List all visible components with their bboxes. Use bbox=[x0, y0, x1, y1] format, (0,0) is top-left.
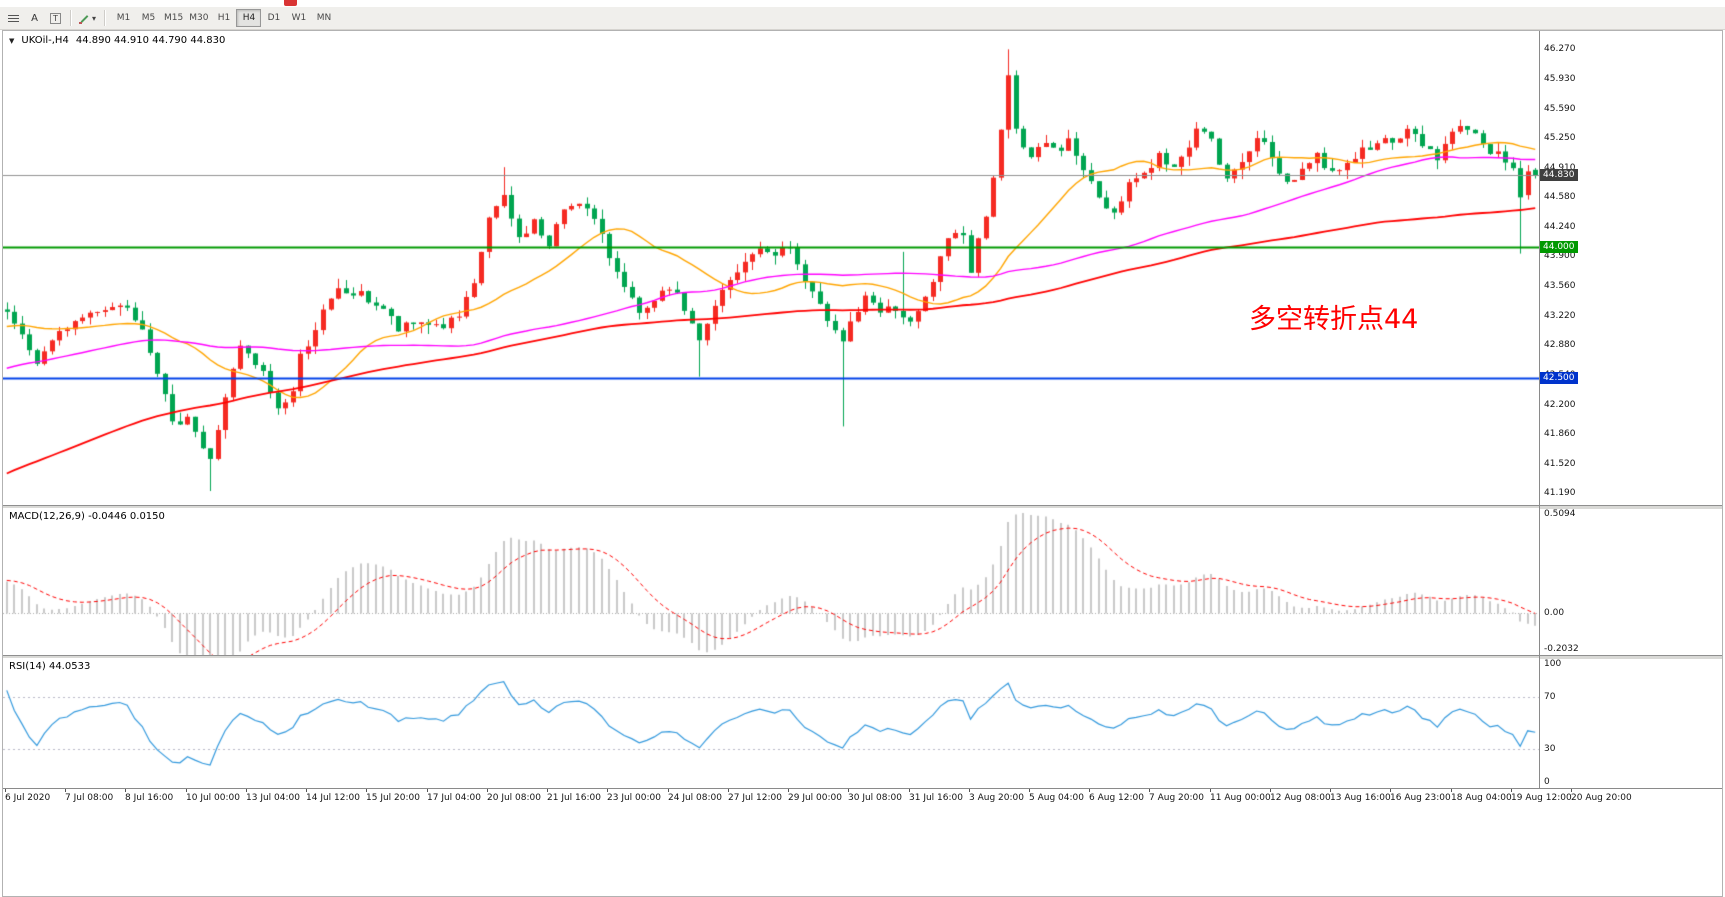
titlebar-strip bbox=[0, 0, 1725, 7]
macd-axis-label: 0.00 bbox=[1544, 608, 1565, 618]
chart-list-button[interactable] bbox=[3, 9, 24, 28]
price-axis-border bbox=[1539, 31, 1540, 789]
price-axis-label: 41.190 bbox=[1544, 488, 1576, 498]
toolbar: A T ▾ M1 M5 M15 M30 H1 H4 D1 W1 MN bbox=[0, 7, 1725, 30]
rsi-axis-label: 30 bbox=[1544, 744, 1556, 754]
price-axis-label: 43.900 bbox=[1544, 251, 1576, 261]
price-axis-label: 41.860 bbox=[1544, 429, 1576, 439]
toolbar-separator bbox=[70, 10, 71, 26]
timeframe-button-mn[interactable]: MN bbox=[311, 9, 336, 27]
drawing-tool-dropdown[interactable]: ▾ bbox=[75, 9, 100, 28]
timeframe-button-m1[interactable]: M1 bbox=[111, 9, 136, 27]
chevron-down-icon: ▾ bbox=[92, 13, 97, 23]
chart-annotation-text[interactable]: 多空转折点44 bbox=[1249, 304, 1419, 335]
panel-splitter[interactable] bbox=[3, 505, 1722, 509]
panel-splitter[interactable] bbox=[3, 655, 1722, 659]
bid-price-badge: 44.830 bbox=[1540, 169, 1578, 181]
rsi-canvas[interactable] bbox=[3, 658, 1539, 788]
macd-panel: MACD(12,26,9) -0.0446 0.0150 bbox=[3, 508, 1539, 655]
macd-axis-label: -0.2032 bbox=[1544, 644, 1579, 654]
timeframe-button-d1[interactable]: D1 bbox=[261, 9, 286, 27]
macd-canvas[interactable] bbox=[3, 508, 1539, 655]
price-axis-label: 46.270 bbox=[1544, 44, 1576, 54]
macd-label: MACD(12,26,9) -0.0446 0.0150 bbox=[9, 511, 165, 522]
chart-title: ▼ UKOil-,H4 44.890 44.910 44.790 44.830 bbox=[9, 35, 225, 46]
ohlc-readout: 44.890 44.910 44.790 44.830 bbox=[75, 35, 226, 46]
timeframe-button-m30[interactable]: M30 bbox=[186, 9, 211, 27]
timeframe-button-h4[interactable]: H4 bbox=[236, 9, 262, 27]
rsi-panel: RSI(14) 44.0533 bbox=[3, 658, 1539, 788]
text-label-button[interactable]: A bbox=[24, 9, 45, 28]
price-chart-canvas[interactable] bbox=[3, 31, 1539, 505]
chart-window: ▼ UKOil-,H4 44.890 44.910 44.790 44.830 … bbox=[2, 30, 1723, 897]
price-axis-label: 45.930 bbox=[1544, 74, 1576, 84]
price-axis-label: 42.540 bbox=[1544, 370, 1576, 380]
text-box-button[interactable]: T bbox=[45, 9, 66, 28]
text-label-glyph: A bbox=[31, 12, 38, 24]
timeframe-button-m5[interactable]: M5 bbox=[136, 9, 161, 27]
price-axis-label: 45.250 bbox=[1544, 133, 1576, 143]
price-axis-label: 44.240 bbox=[1544, 222, 1576, 232]
timeframe-button-w1[interactable]: W1 bbox=[286, 9, 311, 27]
price-axis-label: 45.590 bbox=[1544, 104, 1576, 114]
timeframe-button-h1[interactable]: H1 bbox=[211, 9, 236, 27]
rsi-axis-label: 100 bbox=[1544, 659, 1562, 669]
macd-axis-label: 0.5094 bbox=[1544, 509, 1576, 519]
price-axis-label: 42.200 bbox=[1544, 400, 1576, 410]
one-click-trading-arrow[interactable]: ▼ bbox=[9, 36, 15, 45]
price-axis-label: 43.560 bbox=[1544, 281, 1576, 291]
toolbar-separator bbox=[104, 10, 106, 26]
main-chart-panel: ▼ UKOil-,H4 44.890 44.910 44.790 44.830 … bbox=[3, 31, 1539, 505]
timeframe-button-m15[interactable]: M15 bbox=[161, 9, 186, 27]
price-axis-label: 42.880 bbox=[1544, 340, 1576, 350]
rsi-label: RSI(14) 44.0533 bbox=[9, 661, 91, 672]
pencil-icon bbox=[79, 13, 90, 24]
price-axis-label: 41.520 bbox=[1544, 459, 1576, 469]
chart-list-icon bbox=[8, 13, 19, 24]
text-box-glyph: T bbox=[50, 12, 61, 24]
price-axis-label: 44.580 bbox=[1544, 192, 1576, 202]
partial-toolbar-icon bbox=[284, 0, 297, 6]
timeframe-group: M1 M5 M15 M30 H1 H4 D1 W1 MN bbox=[111, 9, 336, 27]
price-axis-label: 43.220 bbox=[1544, 311, 1576, 321]
time-axis[interactable] bbox=[3, 788, 1722, 811]
symbol-timeframe-label: UKOil-,H4 bbox=[21, 35, 69, 46]
rsi-axis-label: 70 bbox=[1544, 692, 1556, 702]
rsi-axis-label: 0 bbox=[1544, 777, 1550, 787]
level-badge-green: 44.000 bbox=[1540, 241, 1578, 253]
price-axis-label: 44.910 bbox=[1544, 163, 1576, 173]
level-badge-blue: 42.500 bbox=[1540, 372, 1578, 384]
